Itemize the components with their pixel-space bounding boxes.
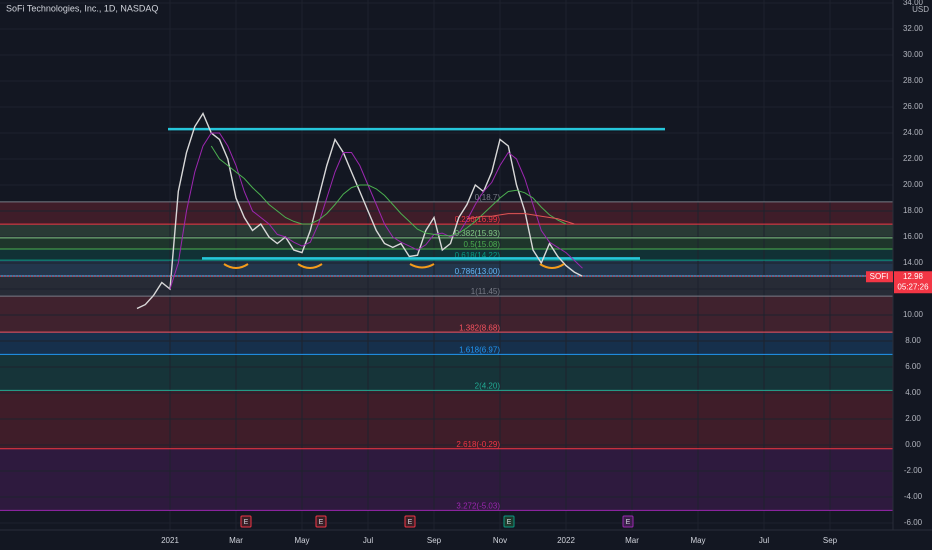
- fib-band: [0, 390, 893, 449]
- earnings-marker: E: [408, 519, 413, 526]
- fib-band: [0, 248, 893, 261]
- y-tick-label: 2.00: [905, 414, 921, 423]
- y-tick-label: 6.00: [905, 362, 921, 371]
- price-axis: [893, 0, 932, 530]
- y-tick-label: 26.00: [903, 102, 924, 111]
- fib-label: 1(11.45): [471, 287, 501, 296]
- arc: [297, 263, 323, 269]
- earnings-marker: E: [244, 519, 249, 526]
- earnings-box: [240, 515, 252, 528]
- axes: 34.00 32.00 30.00 28.00 26.00 24.00 22.00 20.00…: [161, 0, 923, 545]
- fib-label: 1.618(6.97): [459, 345, 500, 354]
- x-tick-label: Jul: [759, 536, 769, 545]
- x-tick-label: 2021: [161, 536, 179, 545]
- earnings-box: [622, 515, 634, 528]
- pattern-arcs: [223, 263, 565, 269]
- price-label: 12.98: [903, 272, 924, 281]
- x-tick-label: Sep: [823, 536, 838, 545]
- y-tick-label: 22.00: [903, 154, 924, 163]
- earnings-box: [503, 515, 515, 528]
- y-tick-label: 4.00: [905, 388, 921, 397]
- arc: [409, 263, 435, 269]
- fib-label: 3.272(-5.03): [456, 501, 500, 510]
- x-tick-label: Sep: [427, 536, 442, 545]
- y-tick-label: 30.00: [903, 50, 924, 59]
- y-tick-label: 8.00: [905, 336, 921, 345]
- y-tick-label: 24.00: [903, 128, 924, 137]
- series-line: [210, 145, 567, 237]
- fib-label: 0.5(15.08): [464, 240, 501, 249]
- fib-band: [0, 260, 893, 276]
- y-tick-label: -6.00: [904, 518, 923, 527]
- x-tick-label: Nov: [493, 536, 507, 545]
- y-tick-label: 34.00: [903, 0, 924, 7]
- fib-label: 0(18.7): [475, 193, 501, 202]
- earnings-marker: E: [319, 519, 324, 526]
- fib-band: [0, 275, 893, 297]
- fib-lines: 0(18.7)0.236(16.99)0.382(15.93)0.5(15.08…: [0, 193, 893, 511]
- fib-band: [0, 237, 893, 249]
- x-tick-label: Jul: [363, 536, 373, 545]
- earnings-box: [404, 515, 416, 528]
- x-tick-label: 2022: [557, 536, 575, 545]
- grid: [0, 0, 893, 530]
- symbol-label: SOFI: [870, 272, 889, 281]
- x-tick-label: May: [690, 536, 705, 545]
- y-tick-label: 0.00: [905, 440, 921, 449]
- y-tick-label: 10.00: [903, 310, 924, 319]
- arc: [223, 263, 249, 269]
- arc: [539, 263, 565, 269]
- earnings-marker: E: [626, 519, 631, 526]
- x-tick-label: Mar: [229, 536, 243, 545]
- y-tick-label: -2.00: [904, 466, 923, 475]
- currency: USD: [912, 5, 929, 14]
- countdown: 05:27:26: [897, 282, 929, 291]
- y-tick-label: 28.00: [903, 76, 924, 85]
- chart-title: SoFi Technologies, Inc., 1D, NASDAQ: [6, 3, 158, 13]
- plot: [0, 111, 893, 310]
- fib-label: 2(4.20): [475, 381, 501, 390]
- fib-band: [0, 296, 893, 333]
- fib-band: [0, 224, 893, 238]
- y-tick-label: 18.00: [903, 206, 924, 215]
- y-tick-label: 16.00: [903, 232, 924, 241]
- fib-label: 0.382(15.93): [455, 229, 501, 238]
- fib-band: [0, 201, 893, 225]
- fib-label: 0.618(14.22): [455, 251, 501, 260]
- y-tick-label: 20.00: [903, 180, 924, 189]
- fib-bands: [0, 201, 893, 511]
- fib-band: [0, 448, 893, 511]
- earnings-box: [315, 515, 327, 528]
- x-tick-label: Mar: [625, 536, 639, 545]
- y-tick-label: 14.00: [903, 258, 924, 267]
- fib-band: [0, 332, 893, 355]
- x-tick-label: May: [294, 536, 309, 545]
- fib-label: 0.786(13.00): [455, 267, 501, 276]
- fib-label: 2.618(-0.29): [456, 440, 500, 449]
- y-tick-label: 32.00: [903, 24, 924, 33]
- y-tick-label: -4.00: [904, 492, 923, 501]
- price-tag: [894, 271, 932, 294]
- earnings-marker: E: [507, 519, 512, 526]
- fib-band: [0, 354, 893, 391]
- series-line: [466, 213, 575, 225]
- symbol-tag: [866, 271, 893, 283]
- fib-label: 1.382(8.68): [459, 323, 500, 332]
